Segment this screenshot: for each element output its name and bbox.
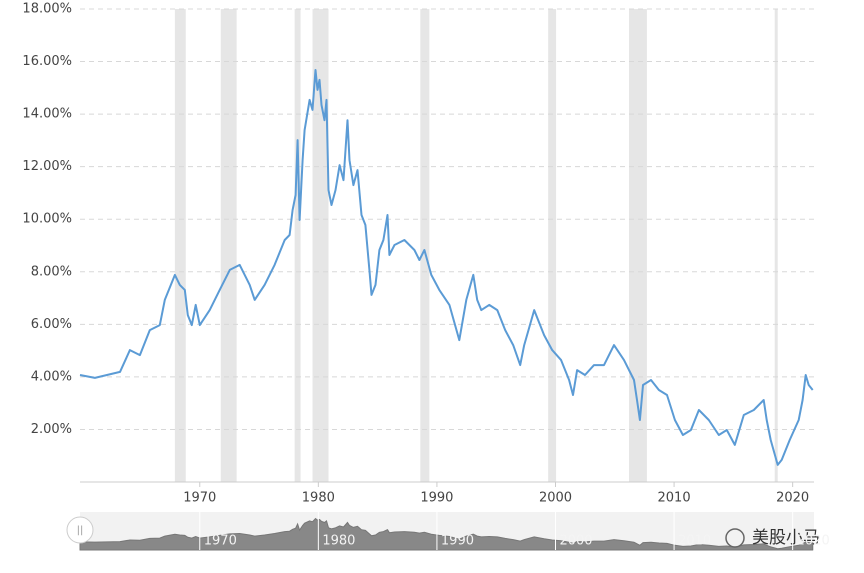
recession-band [174, 9, 186, 482]
y-tick-label: 6.00% [31, 317, 72, 332]
y-tick-label: 8.00% [31, 264, 72, 279]
watermark-icon [725, 528, 745, 548]
recession-band [548, 9, 557, 482]
x-tick-label: 1970 [183, 491, 216, 506]
navigator-label: 2010 [678, 534, 711, 549]
navigator-label: 1980 [322, 534, 355, 549]
navigator-label: 2000 [559, 534, 592, 549]
navigator-label: 1970 [204, 534, 237, 549]
x-tick-label: 1990 [420, 491, 453, 506]
navigator-label: 1990 [441, 534, 474, 549]
y-tick-label: 18.00% [22, 2, 72, 17]
navigator-label: 2020 [797, 534, 830, 549]
watermark: 美股小马 [752, 528, 820, 548]
handle-grip: || [77, 525, 84, 536]
y-tick-label: 16.00% [22, 54, 72, 69]
y-tick-label: 2.00% [31, 422, 72, 437]
y-tick-label: 14.00% [22, 107, 72, 122]
recession-band [312, 9, 329, 482]
y-tick-label: 10.00% [22, 212, 72, 227]
recession-band [294, 9, 301, 482]
series-line [79, 69, 814, 466]
recession-band [220, 9, 237, 482]
recession-band [420, 9, 430, 482]
x-tick-label: 2000 [539, 491, 572, 506]
recession-band [629, 9, 647, 482]
recession-band [774, 9, 778, 482]
y-tick-label: 4.00% [31, 369, 72, 384]
x-tick-label: 2010 [658, 491, 691, 506]
x-tick-label: 1980 [302, 491, 335, 506]
x-tick-label: 2020 [776, 491, 809, 506]
navigator-handle[interactable] [66, 516, 94, 544]
navigator-area [79, 517, 814, 551]
y-tick-label: 12.00% [22, 159, 72, 174]
